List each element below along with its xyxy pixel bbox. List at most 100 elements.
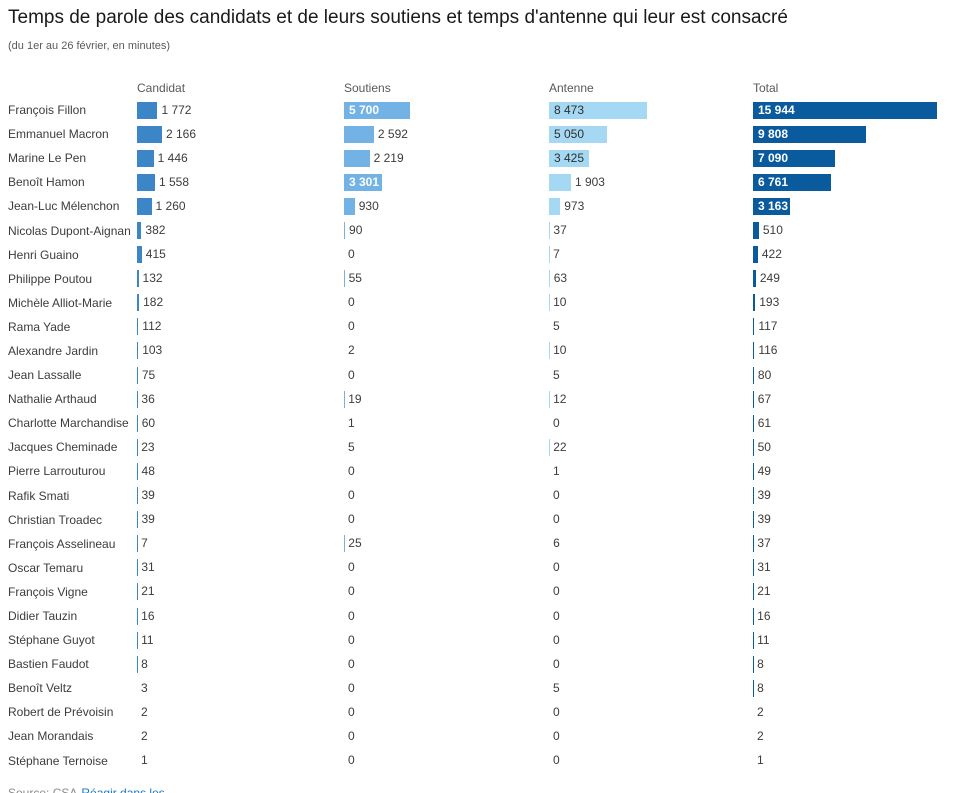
measure-cell-candidat: 8 xyxy=(137,655,344,673)
measure-cell-total: 50 xyxy=(753,438,946,456)
value-label-candidat: 48 xyxy=(141,463,155,478)
value-label-soutiens: 55 xyxy=(348,271,362,286)
bar-candidat xyxy=(137,125,162,143)
value-label-antenne: 0 xyxy=(553,753,560,768)
value-label-soutiens: 2 592 xyxy=(377,126,408,141)
value-label-candidat: 1 558 xyxy=(158,174,189,189)
measure-cell-soutiens: 0 xyxy=(344,704,549,721)
bar-soutiens: 3 301 xyxy=(344,173,383,191)
bar-antenne: 3 425 xyxy=(549,149,589,167)
value-label-antenne: 5 xyxy=(553,367,560,382)
measure-cell-total: 49 xyxy=(753,462,946,480)
value-label-candidat: 3 xyxy=(141,680,148,695)
measure-cell-soutiens: 3 301 xyxy=(344,173,549,191)
value-label-antenne: 0 xyxy=(553,584,560,599)
measure-cell-candidat: 132 xyxy=(137,270,344,288)
table-row: Pierre Larrouturou 48 0 1 49 xyxy=(8,459,948,483)
value-label-soutiens: 25 xyxy=(348,536,362,551)
candidate-name: Jean Lassalle xyxy=(8,368,82,383)
measure-cell-total: 422 xyxy=(753,246,946,264)
value-label-antenne: 0 xyxy=(553,415,560,430)
value-label-candidat: 112 xyxy=(142,319,162,334)
column-header-soutiens: Soutiens xyxy=(344,80,391,95)
measure-cell-soutiens: 5 700 xyxy=(344,101,549,119)
value-label-candidat: 23 xyxy=(141,439,155,454)
bar-candidat xyxy=(137,318,139,336)
table-row: Jean-Luc Mélenchon 1 260 930 973 3 163 xyxy=(8,194,948,218)
value-label-antenne: 10 xyxy=(553,295,567,310)
measure-cell-antenne: 973 xyxy=(549,197,753,215)
measure-cell-candidat: 39 xyxy=(137,511,344,529)
value-label-antenne: 0 xyxy=(553,512,560,527)
measure-cell-antenne: 0 xyxy=(549,415,753,432)
value-label-candidat: 182 xyxy=(143,295,164,310)
value-label-total: 16 xyxy=(757,608,771,623)
bar-table: Candidat Soutiens Antenne Total François… xyxy=(8,78,948,773)
candidate-name: Henri Guaino xyxy=(8,247,79,262)
value-label-soutiens: 0 xyxy=(348,584,355,599)
measure-cell-antenne: 63 xyxy=(549,270,753,288)
measure-cell-soutiens: 0 xyxy=(344,583,549,600)
measure-cell-antenne: 22 xyxy=(549,438,753,456)
value-label-soutiens: 0 xyxy=(348,656,355,671)
measure-cell-candidat: 2 xyxy=(137,703,344,721)
value-label-total: 422 xyxy=(761,247,782,262)
rows-container: François Fillon 1 772 5 700 8 473 15 944 Emma… xyxy=(8,98,948,773)
value-label-total: 9 808 xyxy=(758,126,789,141)
value-label-candidat: 11 xyxy=(141,632,154,647)
bar-candidat xyxy=(137,149,154,167)
value-label-candidat: 382 xyxy=(145,223,166,238)
value-label-antenne: 3 425 xyxy=(554,150,585,165)
measure-cell-soutiens: 5 xyxy=(344,438,549,456)
measure-cell-soutiens: 0 xyxy=(344,318,549,335)
table-row: Michèle Alliot-Marie 182 0 10 193 xyxy=(8,291,948,315)
bar-candidat xyxy=(137,366,138,384)
value-label-total: 193 xyxy=(759,295,780,310)
bar-soutiens: 5 700 xyxy=(344,101,410,119)
value-label-total: 116 xyxy=(758,343,778,358)
value-label-total: 6 761 xyxy=(758,174,789,189)
value-label-total: 67 xyxy=(757,391,772,406)
table-row: Nicolas Dupont-Aignan 382 90 37 510 xyxy=(8,218,948,242)
measure-cell-antenne: 1 xyxy=(549,463,753,480)
bar-total: 15 944 xyxy=(753,101,937,119)
measure-cell-candidat: 11 xyxy=(137,631,344,649)
measure-cell-total: 39 xyxy=(753,511,946,529)
value-label-total: 49 xyxy=(757,463,771,478)
value-label-candidat: 8 xyxy=(141,656,148,671)
table-row: Jean Morandais 2 0 0 2 xyxy=(8,724,948,748)
bar-total xyxy=(753,246,758,264)
measure-cell-antenne: 5 xyxy=(549,366,753,384)
value-label-antenne: 5 xyxy=(553,680,560,695)
table-row: Oscar Temaru 31 0 0 31 xyxy=(8,556,948,580)
candidate-name: Nicolas Dupont-Aignan xyxy=(8,223,131,238)
value-label-candidat: 1 260 xyxy=(155,198,186,213)
measure-cell-antenne: 10 xyxy=(549,342,753,360)
value-label-soutiens: 930 xyxy=(358,198,379,213)
value-label-antenne: 37 xyxy=(553,223,567,238)
measure-cell-total: 39 xyxy=(753,487,946,505)
measure-cell-total: 11 xyxy=(753,631,946,649)
bar-antenne: 5 050 xyxy=(549,125,608,143)
value-label-candidat: 31 xyxy=(141,560,155,575)
value-label-candidat: 132 xyxy=(142,271,163,286)
table-row: Emmanuel Macron 2 166 2 592 5 050 9 808 xyxy=(8,122,948,146)
value-label-total: 1 xyxy=(757,753,764,768)
measure-cell-soutiens: 0 xyxy=(344,608,549,625)
value-label-soutiens: 0 xyxy=(348,247,355,262)
measure-cell-soutiens: 2 219 xyxy=(344,149,549,167)
bar-candidat xyxy=(137,462,138,480)
value-label-total: 31 xyxy=(757,560,771,575)
value-label-antenne: 5 xyxy=(553,319,560,334)
candidate-name: Jean Morandais xyxy=(8,729,94,744)
column-header-total: Total xyxy=(753,80,779,95)
bar-total xyxy=(753,294,756,312)
candidate-name: François Vigne xyxy=(8,584,88,599)
react-link[interactable]: Réagir dans les... xyxy=(81,786,175,793)
table-row: François Vigne 21 0 0 21 xyxy=(8,580,948,604)
table-row: Jean Lassalle 75 0 5 80 xyxy=(8,363,948,387)
table-row: Didier Tauzin 16 0 0 16 xyxy=(8,604,948,628)
value-label-candidat: 21 xyxy=(141,584,155,599)
value-label-candidat: 39 xyxy=(141,488,155,503)
